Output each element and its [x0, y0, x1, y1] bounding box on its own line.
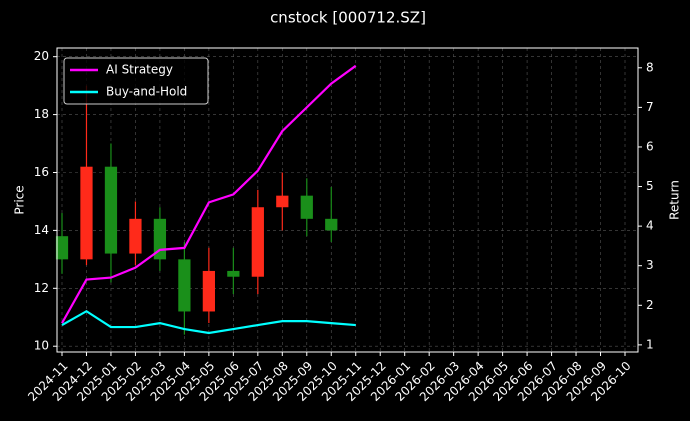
candle-body: [227, 270, 240, 277]
y-tick-label: 18: [34, 107, 49, 121]
candle-body: [80, 166, 93, 260]
candle-body: [104, 166, 118, 254]
y2-tick-label: 6: [646, 139, 654, 153]
y2-tick-label: 3: [646, 258, 654, 272]
y2-tick-label: 2: [646, 298, 654, 312]
y-tick-label: 10: [34, 339, 49, 353]
candle-body: [202, 270, 215, 312]
y2-tick-label: 5: [646, 179, 654, 193]
y2-axis-label: Return: [668, 180, 682, 220]
y-tick-label: 16: [34, 165, 49, 179]
candle-body: [300, 195, 313, 219]
y2-tick-label: 1: [646, 337, 654, 351]
legend-label: AI Strategy: [106, 63, 173, 77]
candle-body: [55, 236, 69, 260]
series-line: [61, 64, 357, 324]
y-tick-label: 12: [34, 281, 49, 295]
y2-tick-label: 4: [646, 219, 654, 233]
plot-frame: [56, 47, 639, 353]
y-tick-label: 20: [34, 49, 49, 63]
candle-body: [325, 218, 338, 231]
candle-body: [178, 259, 191, 312]
legend-box: [63, 57, 209, 105]
legend: AI Strategy Buy-and-Hold: [63, 57, 209, 105]
y-axis-label: Price: [13, 185, 27, 214]
chart-title: cnstock [000712.SZ]: [270, 9, 426, 27]
y2-tick-label: 8: [646, 60, 654, 74]
series-line: [61, 309, 356, 335]
candle-body: [276, 195, 289, 208]
legend-label: Buy-and-Hold: [106, 85, 187, 99]
y-tick-label: 14: [34, 223, 49, 237]
candle-body: [251, 207, 264, 277]
y2-tick-label: 7: [646, 100, 654, 114]
candle-body: [129, 218, 142, 254]
